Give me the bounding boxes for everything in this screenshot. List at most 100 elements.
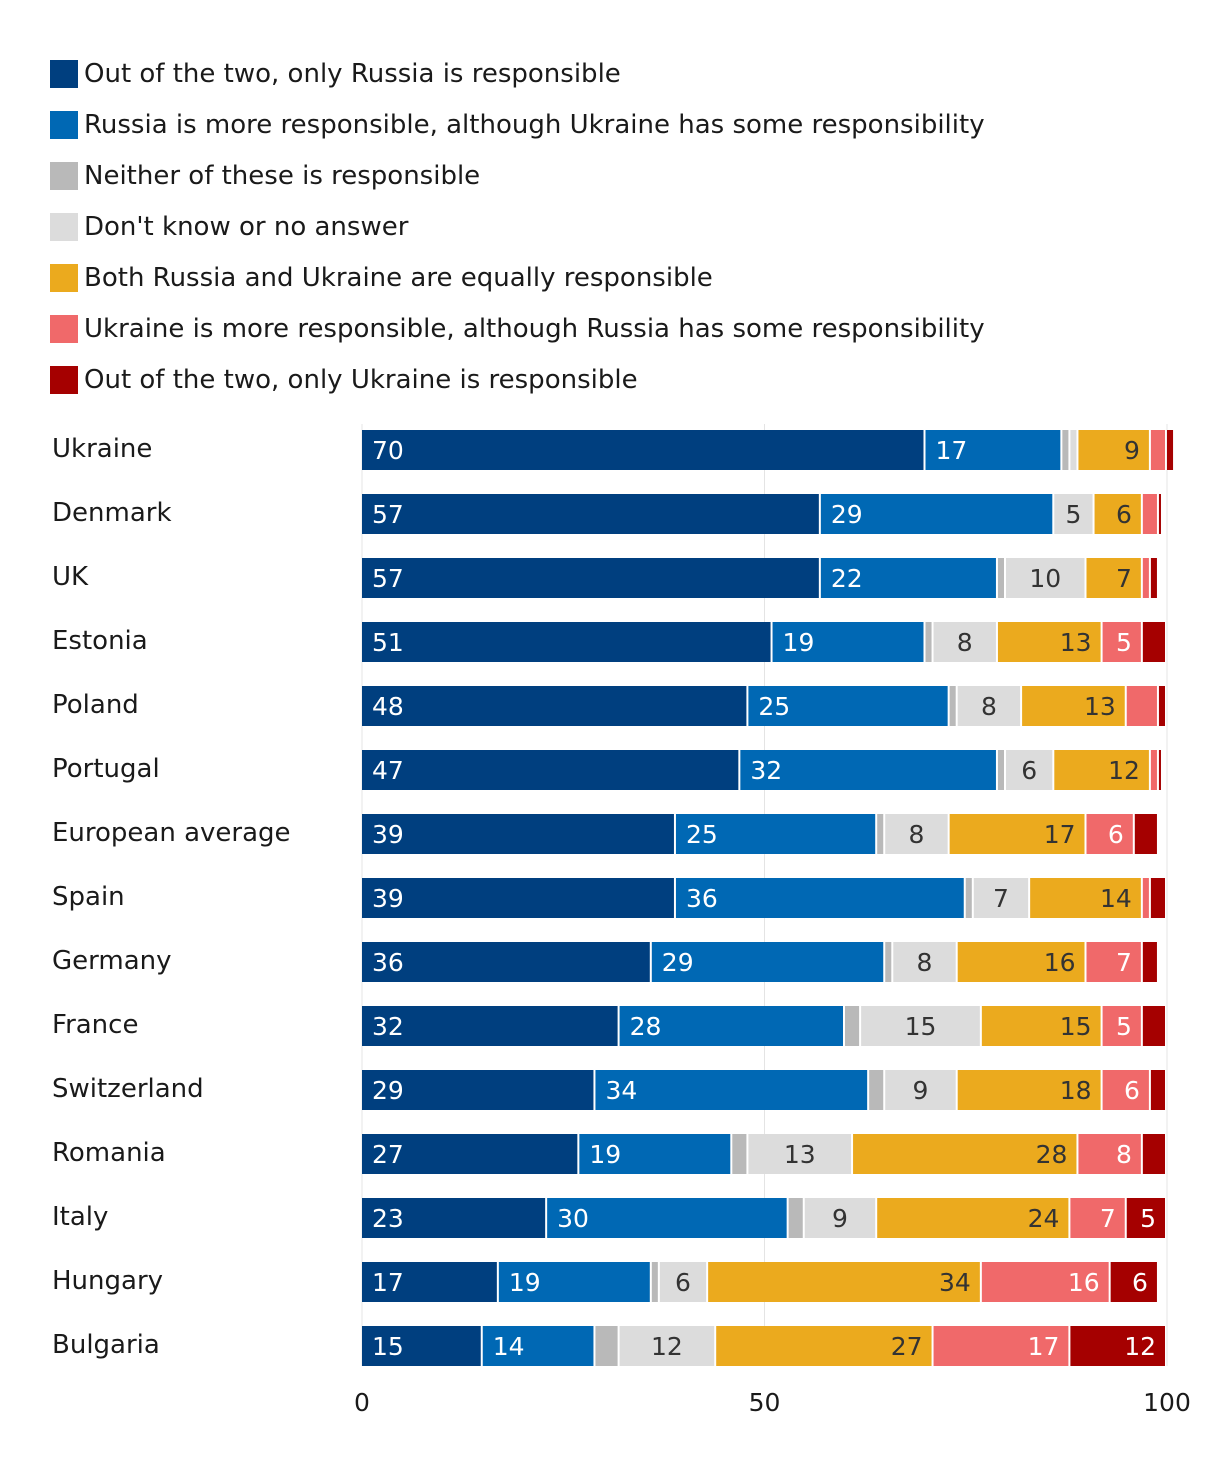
bar-segment-s5-9: [957, 942, 1085, 982]
data-label-s4-2: 5: [1065, 500, 1081, 529]
bar-segment-s6-13: [1070, 1198, 1125, 1238]
bar-segment-s2-7: [675, 814, 876, 854]
bar-segment-s7-5: [1158, 686, 1165, 726]
x-axis: 0 50 100: [354, 1388, 1191, 1417]
bar-row-european-average: 39 25 8 17 6: [362, 814, 1157, 854]
data-label-s1-4: 51: [372, 628, 404, 657]
legend-label-4: Don't know or no answer: [84, 212, 409, 242]
bar-segment-s3-6: [997, 750, 1004, 790]
data-label-s4-3: 10: [1029, 564, 1061, 593]
category-labels: Ukraine Denmark UK Estonia Poland Portugal Eur…: [52, 434, 291, 1360]
x-tick-label-50: 50: [749, 1388, 781, 1417]
bar-segment-s4-9: [893, 942, 956, 982]
bar-segment-s3-12: [732, 1134, 747, 1174]
bar-segment-s5-6: [1054, 750, 1149, 790]
bar-segment-s6-14: [981, 1262, 1109, 1302]
legend-swatch-6: [50, 315, 78, 343]
bar-segment-s7-11: [1150, 1070, 1165, 1110]
bar-row-germany: 36 29 8 16 7: [362, 942, 1157, 982]
category-label-germany: Germany: [52, 946, 172, 976]
data-label-s2-12: 19: [589, 1140, 621, 1169]
bar-segment-s3-15: [595, 1326, 618, 1366]
bar-segment-s5-1: [1078, 430, 1149, 470]
legend-swatch-5: [50, 264, 78, 292]
category-label-portugal: Portugal: [52, 754, 160, 784]
bar-segment-s2-1: [925, 430, 1061, 470]
data-label-s2-10: 28: [630, 1012, 662, 1041]
data-label-s6-14: 16: [1068, 1268, 1100, 1297]
data-label-s1-8: 39: [372, 884, 404, 913]
bar-segment-s1-6: [362, 750, 739, 790]
data-label-s1-1: 70: [372, 436, 404, 465]
bar-segment-s3-9: [885, 942, 892, 982]
bar-segment-s2-13: [547, 1198, 787, 1238]
data-label-s1-11: 29: [372, 1076, 404, 1105]
category-label-romania: Romania: [52, 1138, 166, 1168]
data-label-s2-14: 19: [509, 1268, 541, 1297]
bar-segment-s5-7: [949, 814, 1085, 854]
bar-segment-s5-10: [981, 1006, 1101, 1046]
bar-row-portugal: 47 32 6 12: [362, 750, 1161, 790]
data-label-s5-3: 7: [1116, 564, 1132, 593]
bar-segment-s3-10: [845, 1006, 860, 1046]
data-label-s5-9: 16: [1044, 948, 1076, 977]
data-label-s2-8: 36: [686, 884, 718, 913]
category-label-uk: UK: [52, 562, 89, 592]
data-label-s2-5: 25: [758, 692, 790, 721]
data-label-s1-13: 23: [372, 1204, 404, 1233]
data-label-s1-5: 48: [372, 692, 404, 721]
category-label-bulgaria: Bulgaria: [52, 1330, 160, 1360]
bar-segment-s5-5: [1022, 686, 1125, 726]
bar-segment-s7-4: [1142, 622, 1165, 662]
data-label-s1-14: 17: [372, 1268, 404, 1297]
data-label-s5-8: 14: [1100, 884, 1132, 913]
bar-segment-s2-3: [820, 558, 996, 598]
data-label-s5-2: 6: [1116, 500, 1132, 529]
bar-segment-s4-1: [1070, 430, 1077, 470]
data-label-s1-15: 15: [372, 1332, 404, 1361]
bar-segment-s6-7: [1086, 814, 1133, 854]
bar-segment-s1-3: [362, 558, 819, 598]
bar-row-poland: 48 25 8 13: [362, 686, 1165, 726]
bar-segment-s2-12: [579, 1134, 731, 1174]
data-label-s4-5: 8: [981, 692, 997, 721]
data-label-s7-15: 12: [1124, 1332, 1156, 1361]
data-label-s5-13: 24: [1028, 1204, 1060, 1233]
data-label-s4-14: 6: [675, 1268, 691, 1297]
bar-segment-s7-3: [1150, 558, 1157, 598]
bar-segment-s4-3: [1006, 558, 1085, 598]
data-label-s4-6: 6: [1021, 756, 1037, 785]
bar-segment-s6-9: [1086, 942, 1141, 982]
bar-segment-s4-8: [973, 878, 1029, 918]
bar-row-italy: 23 30 9 24 7 5: [362, 1198, 1165, 1238]
legend-swatch-4: [50, 213, 78, 241]
bar-segment-s2-9: [651, 942, 884, 982]
bar-segment-s3-14: [651, 1262, 658, 1302]
legend-label-1: Out of the two, only Russia is responsib…: [84, 59, 621, 89]
data-label-s5-15: 27: [891, 1332, 923, 1361]
bar-segment-s6-15: [933, 1326, 1069, 1366]
bar-segment-s6-12: [1078, 1134, 1141, 1174]
bar-segment-s3-7: [877, 814, 884, 854]
data-label-s6-9: 7: [1116, 948, 1132, 977]
bar-segment-s4-13: [804, 1198, 876, 1238]
category-label-poland: Poland: [52, 690, 139, 720]
data-label-s4-10: 15: [905, 1012, 937, 1041]
bar-segment-s4-2: [1054, 494, 1093, 534]
bar-row-bulgaria: 15 14 12 27 17 12: [362, 1326, 1165, 1366]
data-label-s2-1: 17: [936, 436, 968, 465]
data-label-s4-9: 8: [917, 948, 933, 977]
data-label-s6-4: 5: [1116, 628, 1132, 657]
bar-row-spain: 39 36 7 14: [362, 878, 1165, 918]
bar-segment-s1-12: [362, 1134, 578, 1174]
data-label-s7-14: 6: [1132, 1268, 1148, 1297]
data-label-s1-10: 32: [372, 1012, 404, 1041]
bar-segment-s5-3: [1086, 558, 1141, 598]
bar-segment-s7-6: [1158, 750, 1161, 790]
bar-segment-s3-13: [788, 1198, 803, 1238]
bar-segment-s5-8: [1030, 878, 1141, 918]
data-label-s2-7: 25: [686, 820, 718, 849]
bar-segment-s2-14: [498, 1262, 650, 1302]
bar-segment-s7-12: [1142, 1134, 1165, 1174]
data-label-s2-9: 29: [662, 948, 694, 977]
